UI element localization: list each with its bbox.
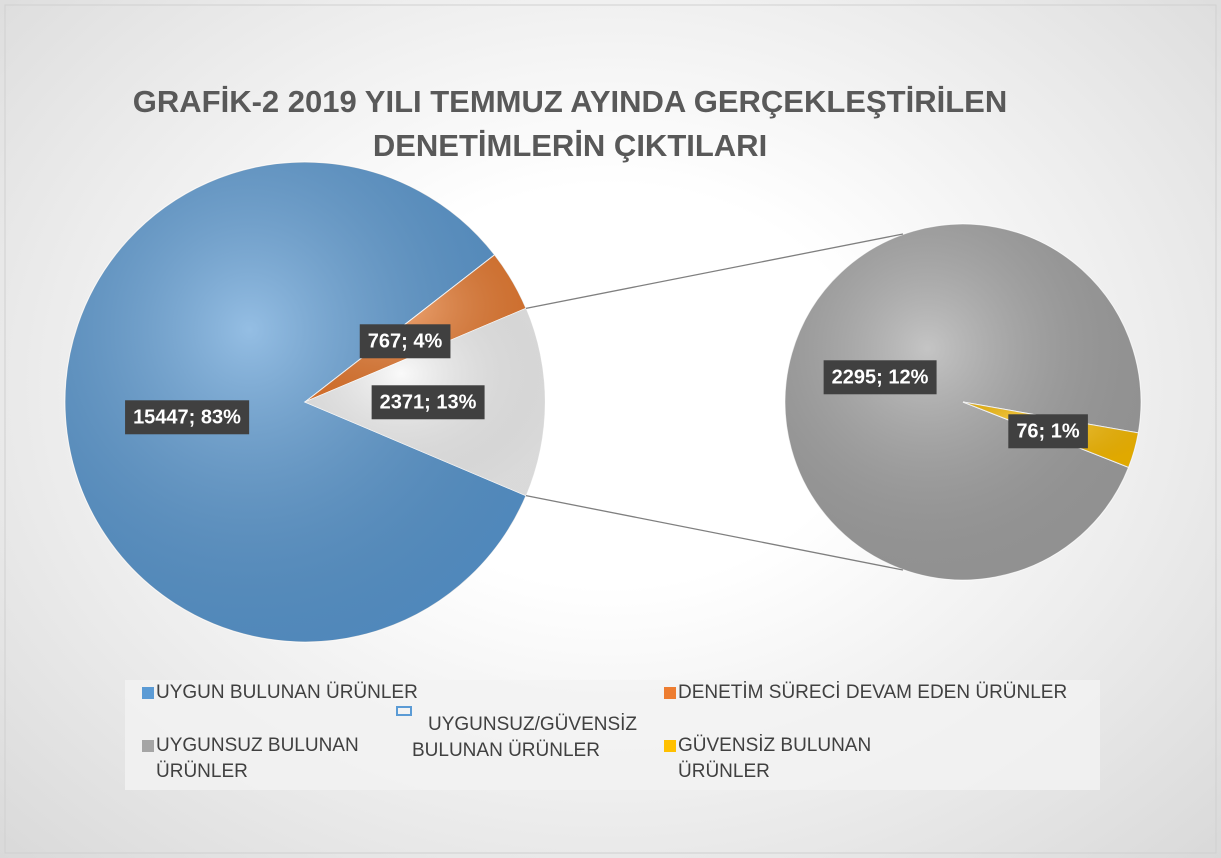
data-label-box [125, 400, 250, 435]
legend-label: UYGUNSUZ BULUNAN ÜRÜNLER [156, 735, 359, 782]
data-label: 2371; 13% [380, 391, 477, 413]
legend-swatch [142, 687, 154, 699]
slice-shade [65, 162, 526, 643]
legend-swatch [664, 740, 676, 752]
connector [525, 494, 904, 571]
legend-label: UYGUNSUZ/GÜVENSİZ BULUNAN ÜRÜNLER [412, 714, 638, 761]
data-label: 15447; 83% [133, 406, 241, 428]
legend-label: UYGUN BULUNAN ÜRÜNLER [156, 682, 418, 703]
legend-label: GÜVENSİZ BULUNAN ÜRÜNLER [678, 735, 872, 782]
data-label: 2295; 12% [832, 366, 929, 388]
legend-label: DENETİM SÜRECİ DEVAM EDEN ÜRÜNLER [678, 682, 1068, 703]
data-label: 767; 4% [368, 330, 443, 352]
legend-swatch [664, 687, 676, 699]
chart-title: GRAFİK-2 2019 YILI TEMMUZ AYINDA GERÇEKL… [132, 84, 1008, 119]
connector [525, 233, 904, 310]
data-label-box [823, 360, 937, 395]
data-label: 76; 1% [1016, 420, 1080, 442]
chart-title: DENETİMLERİN ÇIKTILARI [372, 128, 768, 163]
data-label-box [1008, 414, 1088, 449]
data-label-box [371, 385, 485, 420]
legend-swatch [142, 740, 154, 752]
border [4, 4, 1217, 854]
data-label-box [359, 324, 451, 359]
legend-box [125, 680, 1100, 790]
legend-swatch [396, 706, 412, 716]
